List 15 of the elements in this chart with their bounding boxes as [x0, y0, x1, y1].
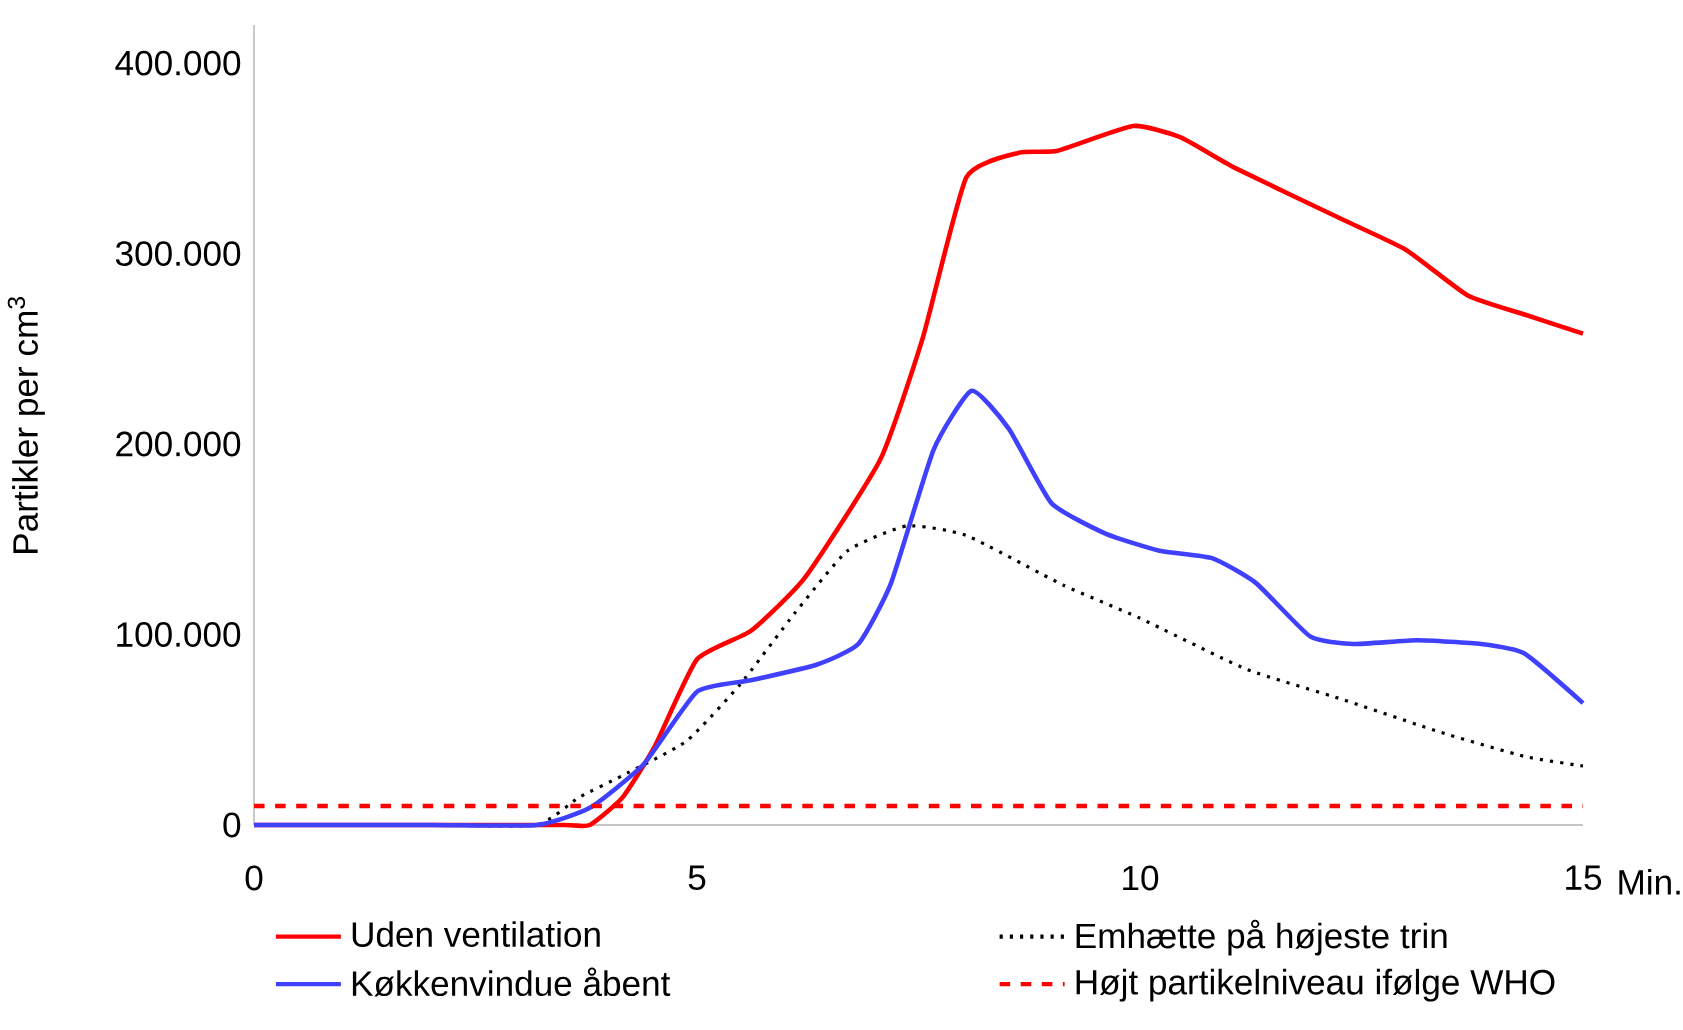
- x-tick-label: 5: [688, 865, 706, 891]
- y-tick-label: 400.000: [115, 50, 241, 76]
- y-tick-label: 200.000: [116, 431, 241, 457]
- x-tick-label: 15: [1566, 865, 1602, 891]
- y-tick-label: 0: [223, 812, 241, 838]
- legend-label: Køkkenvindue åbent: [352, 967, 671, 997]
- legend-label: Emhætte på højeste trin: [1076, 919, 1447, 956]
- legend-label: Højt partikelniveau ifølge WHO: [1076, 968, 1555, 1002]
- x-axis-title: Min.: [1619, 869, 1680, 895]
- x-tick-label: 10: [1123, 865, 1159, 891]
- y-tick-label: 100.000: [117, 622, 241, 647]
- y-axis-title: Partikler per cm$^{3}$: [7, 297, 45, 553]
- legend-label: Uden ventilation: [352, 921, 600, 947]
- y-tick-label: 300.000: [115, 241, 241, 267]
- x-tick-label: 0: [245, 865, 263, 891]
